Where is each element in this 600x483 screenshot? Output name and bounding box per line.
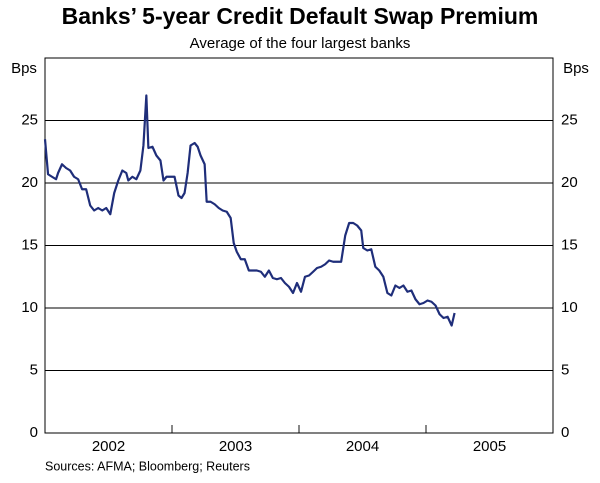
y-axis-label: Bps [11,60,37,77]
chart-title: Banks’ 5-year Credit Default Swap Premiu… [62,3,539,29]
chart-subtitle: Average of the four largest banks [190,35,411,52]
line-series [43,94,456,327]
y2-tick-label: 20 [561,174,578,191]
y2-tick-label: 15 [561,236,578,253]
y-tick-label: 25 [21,111,38,128]
x-tick-label: 2003 [219,438,252,455]
y-tick-label: 10 [21,299,38,316]
x-tick-label: 2004 [346,438,379,455]
y-tick-label: 15 [21,236,38,253]
y-tick-label: 0 [30,424,38,441]
x-tick-label: 2002 [92,438,125,455]
y2-axis-label: Bps [563,60,589,77]
x-tick-label: 2005 [473,438,506,455]
y2-tick-label: 5 [561,361,569,378]
y-tick-label: 20 [21,174,38,191]
y2-tick-label: 10 [561,299,578,316]
y2-tick-label: 0 [561,424,569,441]
source-note: Sources: AFMA; Bloomberg; Reuters [45,459,250,473]
plot-frame [44,57,554,434]
y-tick-label: 5 [30,361,38,378]
y2-tick-label: 25 [561,111,578,128]
